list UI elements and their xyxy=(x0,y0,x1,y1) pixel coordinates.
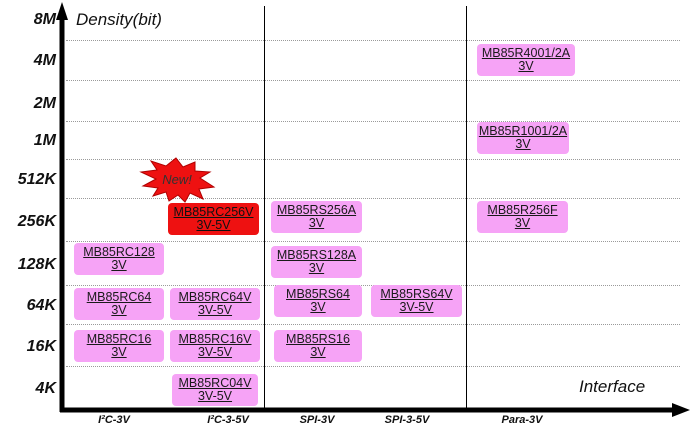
x-category-label: Para-3V xyxy=(501,414,543,426)
product-voltage: 3V xyxy=(111,345,127,359)
product-chip: MB85RC128 3V xyxy=(74,243,164,275)
gridline xyxy=(66,121,680,122)
product-chip: MB85R256F 3V xyxy=(477,201,568,233)
product-chip: MB85RS64V 3V-5V xyxy=(371,285,462,317)
x-axis-arrow xyxy=(672,403,690,417)
product-voltage: 3V xyxy=(308,216,325,230)
product-chip: MB85R4001/2A 3V xyxy=(477,44,575,76)
product-voltage: 3V xyxy=(111,303,127,317)
product-voltage: 3V-5V xyxy=(197,389,233,403)
gridline xyxy=(66,198,680,199)
product-voltage: 3V xyxy=(518,59,534,73)
product-name: MB85R256F xyxy=(487,203,558,217)
y-axis-title: Density(bit) xyxy=(76,10,162,29)
gridline xyxy=(66,80,680,81)
y-level-label: 512K xyxy=(17,171,56,188)
product-chip: MB85RS16 3V xyxy=(274,330,362,362)
product-chip: MB85RC16 3V xyxy=(74,330,164,362)
product-chip: MB85RC16V 3V-5V xyxy=(170,330,260,362)
y-level-label: 4M xyxy=(33,52,56,69)
product-chip-new: MB85RC256V 3V-5V xyxy=(168,203,259,235)
product-voltage: 3V xyxy=(310,345,326,359)
gridline xyxy=(66,241,680,242)
gridline xyxy=(66,366,680,367)
new-badge-burst xyxy=(139,157,216,203)
product-name: MB85RS128A xyxy=(276,248,357,262)
x-category-label: SPI-3V xyxy=(299,414,335,426)
y-level-label: 64K xyxy=(26,297,56,314)
product-chip: MB85RS64 3V xyxy=(274,285,362,317)
y-level-label: 1M xyxy=(33,132,56,149)
product-chip: MB85RC64V 3V-5V xyxy=(170,288,260,320)
product-name: MB85RC128 xyxy=(83,245,155,259)
x-category-label: I²C-3V xyxy=(98,414,130,426)
product-name: MB85RC04V xyxy=(178,376,252,390)
product-voltage: 3V xyxy=(514,216,531,230)
gridline xyxy=(66,324,680,325)
separator-line xyxy=(264,6,265,410)
product-name: MB85R4001/2A xyxy=(481,46,571,60)
product-chip: MB85RC04V 3V-5V xyxy=(172,374,258,406)
product-name: MB85R1001/2A xyxy=(478,124,568,138)
product-voltage: 3V-5V xyxy=(196,218,231,232)
y-level-label: 8M xyxy=(33,11,56,28)
product-voltage: 3V xyxy=(515,137,531,151)
product-voltage: 3V xyxy=(308,261,325,275)
product-name: MB85RC16 xyxy=(86,332,152,346)
product-name: MB85RC256V xyxy=(173,205,254,219)
product-name: MB85RC64 xyxy=(86,290,152,304)
x-category-label: SPI-3-5V xyxy=(384,414,430,426)
product-voltage: 3V xyxy=(310,300,326,314)
separator-line xyxy=(466,6,467,410)
product-chip: MB85RS128A 3V xyxy=(271,246,362,278)
product-name: MB85RS256A xyxy=(276,203,357,217)
product-name: MB85RS64 xyxy=(286,287,350,301)
product-name: MB85RS64V xyxy=(380,287,453,301)
y-level-label: 128K xyxy=(17,256,56,273)
y-level-label: 16K xyxy=(26,338,56,355)
product-name: MB85RC16V xyxy=(178,332,252,346)
product-voltage: 3V-5V xyxy=(197,345,233,359)
product-voltage: 3V-5V xyxy=(399,300,434,314)
product-chip: MB85R1001/2A 3V xyxy=(477,122,569,154)
gridline xyxy=(66,40,680,41)
product-name: MB85RC64V xyxy=(178,290,252,304)
y-level-label: 256K xyxy=(17,213,56,230)
y-axis-arrow xyxy=(56,2,68,20)
product-chip: MB85RS256A 3V xyxy=(271,201,362,233)
product-voltage: 3V xyxy=(111,258,127,272)
product-name: MB85RS16 xyxy=(286,332,350,346)
product-voltage: 3V-5V xyxy=(197,303,233,317)
new-badge-label: New! xyxy=(162,172,192,187)
y-level-label: 2M xyxy=(33,95,56,112)
x-category-label: I²C-3-5V xyxy=(207,414,249,426)
product-chip: MB85RC64 3V xyxy=(74,288,164,320)
x-axis-title: Interface xyxy=(579,377,646,396)
y-level-label: 4K xyxy=(35,380,56,397)
gridline xyxy=(66,159,680,160)
